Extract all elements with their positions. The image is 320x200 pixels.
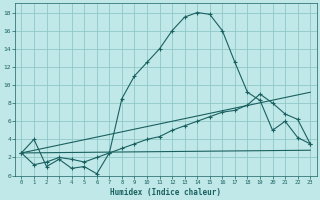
- X-axis label: Humidex (Indice chaleur): Humidex (Indice chaleur): [110, 188, 221, 197]
